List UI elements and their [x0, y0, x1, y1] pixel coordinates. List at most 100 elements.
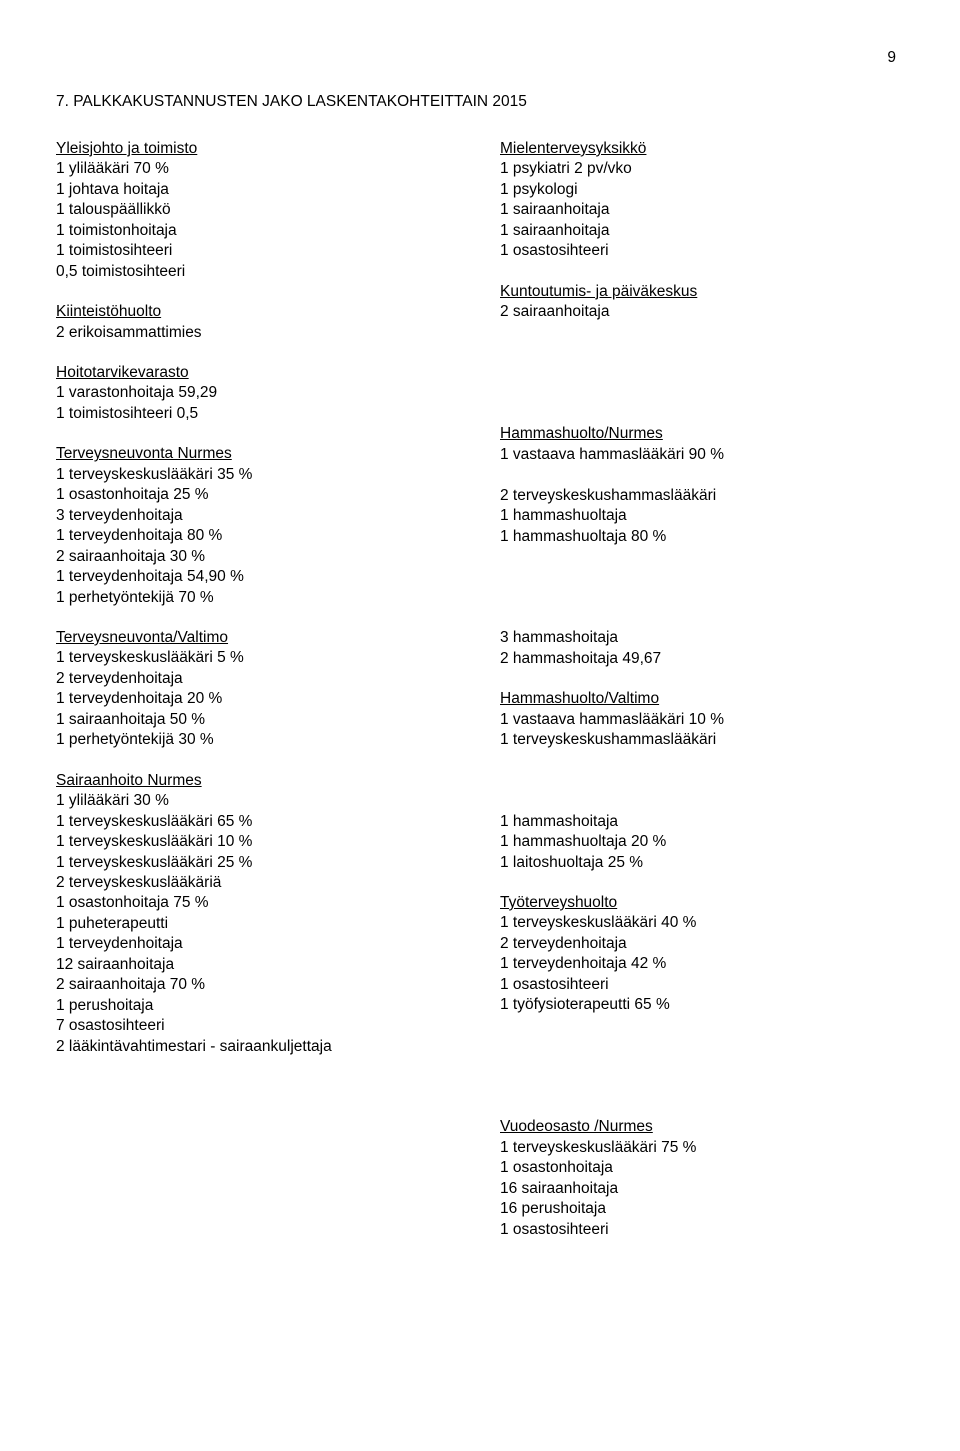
line-item: [500, 588, 904, 608]
line-item: [500, 1016, 904, 1036]
group-title: Terveysneuvonta Nurmes: [56, 444, 460, 464]
group-title: Vuodeosasto /Nurmes: [500, 1117, 904, 1137]
line-item: [500, 1077, 904, 1097]
line-item: 1 ylilääkäri 30 %: [56, 791, 460, 811]
group-title: Yleisjohto ja toimisto: [56, 139, 460, 159]
line-item: 1 hammashuoltaja 20 %: [500, 832, 904, 852]
line-item: 1 terveyskeskuslääkäri 10 %: [56, 832, 460, 852]
group-title: Hammashuolto/Nurmes: [500, 424, 904, 444]
group-title: Kiinteistöhuolto: [56, 302, 460, 322]
line-item: 1 terveyskeskuslääkäri 40 %: [500, 913, 904, 933]
line-item: 2 hammashoitaja 49,67: [500, 649, 904, 669]
line-item: 2 sairaanhoitaja: [500, 302, 904, 322]
line-item: 1 puheterapeutti: [56, 914, 460, 934]
line-item: [500, 1057, 904, 1077]
line-item: 1 sairaanhoitaja: [500, 221, 904, 241]
line-item: 16 perushoitaja: [500, 1199, 904, 1219]
line-item: 1 työfysioterapeutti 65 %: [500, 995, 904, 1015]
line-item: [500, 568, 904, 588]
line-item: [500, 1036, 904, 1056]
line-item: 1 vastaava hammaslääkäri 90 %: [500, 445, 904, 465]
line-item: 1 terveyskeskuslääkäri 5 %: [56, 648, 460, 668]
line-item: 1 terveydenhoitaja: [56, 934, 460, 954]
group: Vuodeosasto /Nurmes1 terveyskeskuslääkär…: [500, 1117, 904, 1240]
group: Mielenterveysyksikkö1 psykiatri 2 pv/vko…: [500, 139, 904, 262]
line-item: 2 terveydenhoitaja: [500, 934, 904, 954]
line-item: 1 johtava hoitaja: [56, 180, 460, 200]
line-item: 1 osastonhoitaja: [500, 1158, 904, 1178]
line-item: 2 terveydenhoitaja: [56, 669, 460, 689]
group-title: Hoitotarvikevarasto: [56, 363, 460, 383]
line-item: 3 terveydenhoitaja: [56, 506, 460, 526]
line-item: 1 terveydenhoitaja 80 %: [56, 526, 460, 546]
section-heading: 7. PALKKAKUSTANNUSTEN JAKO LASKENTAKOHTE…: [56, 92, 904, 112]
line-item: 0,5 toimistosihteeri: [56, 262, 460, 282]
line-item: 2 lääkintävahtimestari - sairaankuljetta…: [56, 1037, 460, 1057]
line-item: 1 terveyskeskuslääkäri 65 %: [56, 812, 460, 832]
line-item: 1 terveyskeskuslääkäri 75 %: [500, 1138, 904, 1158]
group: Työterveyshuolto1 terveyskeskuslääkäri 4…: [500, 893, 904, 1098]
line-item: 1 osastosihteeri: [500, 1220, 904, 1240]
blank-line: [500, 384, 904, 404]
line-item: 1 perhetyöntekijä 30 %: [56, 730, 460, 750]
line-item: [500, 465, 904, 485]
line-item: 2 sairaanhoitaja 70 %: [56, 975, 460, 995]
columns-wrap: Yleisjohto ja toimisto1 ylilääkäri 70 %1…: [56, 139, 904, 1260]
group: 3 hammashoitaja2 hammashoitaja 49,67: [500, 608, 904, 669]
line-item: 1 vastaava hammaslääkäri 10 %: [500, 710, 904, 730]
group: Sairaanhoito Nurmes1 ylilääkäri 30 %1 te…: [56, 771, 460, 1057]
line-item: 2 sairaanhoitaja 30 %: [56, 547, 460, 567]
group: Hoitotarvikevarasto1 varastonhoitaja 59,…: [56, 363, 460, 424]
line-item: [500, 751, 904, 771]
line-item: [500, 771, 904, 791]
line-item: 1 ylilääkäri 70 %: [56, 159, 460, 179]
group: Terveysneuvonta/Valtimo1 terveyskeskuslä…: [56, 628, 460, 751]
right-column: Mielenterveysyksikkö1 psykiatri 2 pv/vko…: [500, 139, 904, 1260]
line-item: 1 hammashoitaja: [500, 812, 904, 832]
group: 1 hammashoitaja1 hammashuoltaja 20 %1 la…: [500, 792, 904, 873]
group-title: Työterveyshuolto: [500, 893, 904, 913]
group: Terveysneuvonta Nurmes1 terveyskeskuslää…: [56, 444, 460, 608]
line-item: 1 psykologi: [500, 180, 904, 200]
page-number: 9: [56, 48, 904, 68]
group-title: Hammashuolto/Valtimo: [500, 689, 904, 709]
line-item: 1 terveyskeskuslääkäri 25 %: [56, 853, 460, 873]
line-item: 1 sairaanhoitaja 50 %: [56, 710, 460, 730]
line-item: 1 osastonhoitaja 25 %: [56, 485, 460, 505]
group: Kuntoutumis- ja päiväkeskus2 sairaanhoit…: [500, 282, 904, 405]
line-item: 1 hammashuoltaja 80 %: [500, 527, 904, 547]
line-item: 7 osastosihteeri: [56, 1016, 460, 1036]
left-column: Yleisjohto ja toimisto1 ylilääkäri 70 %1…: [56, 139, 460, 1260]
line-item: 1 sairaanhoitaja: [500, 200, 904, 220]
group-title: Kuntoutumis- ja päiväkeskus: [500, 282, 904, 302]
line-item: 1 terveydenhoitaja 20 %: [56, 689, 460, 709]
line-item: 1 terveydenhoitaja 42 %: [500, 954, 904, 974]
group: Yleisjohto ja toimisto1 ylilääkäri 70 %1…: [56, 139, 460, 282]
line-item: 2 erikoisammattimies: [56, 323, 460, 343]
line-item: 3 hammashoitaja: [500, 628, 904, 648]
line-item: 2 terveyskeskushammaslääkäri: [500, 486, 904, 506]
line-item: 1 osastosihteeri: [500, 241, 904, 261]
line-item: 1 perhetyöntekijä 70 %: [56, 588, 460, 608]
line-item: 1 toimistonhoitaja: [56, 221, 460, 241]
line-item: 2 terveyskeskuslääkäriä: [56, 873, 460, 893]
line-item: 1 perushoitaja: [56, 996, 460, 1016]
group: Kiinteistöhuolto2 erikoisammattimies: [56, 302, 460, 343]
line-item: 16 sairaanhoitaja: [500, 1179, 904, 1199]
line-item: 1 terveydenhoitaja 54,90 %: [56, 567, 460, 587]
blank-line: [500, 363, 904, 383]
blank-line: [500, 323, 904, 343]
line-item: 1 laitoshuoltaja 25 %: [500, 853, 904, 873]
line-item: 1 osastosihteeri: [500, 975, 904, 995]
group: Hammashuolto/Nurmes1 vastaava hammaslääk…: [500, 424, 904, 608]
line-item: 1 varastonhoitaja 59,29: [56, 383, 460, 403]
line-item: 1 psykiatri 2 pv/vko: [500, 159, 904, 179]
line-item: [500, 547, 904, 567]
line-item: 1 terveyskeskuslääkäri 35 %: [56, 465, 460, 485]
line-item: 1 toimistosihteeri: [56, 241, 460, 261]
group-title: Sairaanhoito Nurmes: [56, 771, 460, 791]
line-item: 1 osastonhoitaja 75 %: [56, 893, 460, 913]
line-item: 1 hammashuoltaja: [500, 506, 904, 526]
group-title: Terveysneuvonta/Valtimo: [56, 628, 460, 648]
group: Hammashuolto/Valtimo1 vastaava hammaslää…: [500, 689, 904, 791]
